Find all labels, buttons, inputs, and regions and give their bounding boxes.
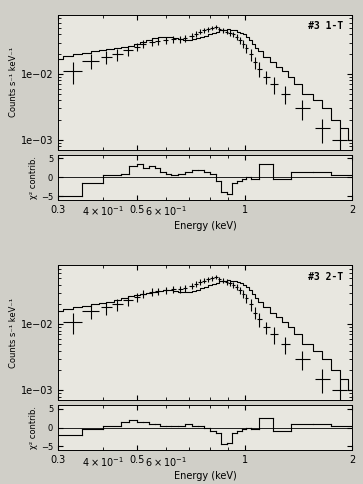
Y-axis label: Counts s⁻¹ keV⁻¹: Counts s⁻¹ keV⁻¹	[9, 47, 18, 118]
Y-axis label: χ² contrib.: χ² contrib.	[29, 406, 38, 449]
X-axis label: Energy (keV): Energy (keV)	[174, 471, 236, 482]
X-axis label: Energy (keV): Energy (keV)	[174, 221, 236, 231]
Y-axis label: χ² contrib.: χ² contrib.	[29, 156, 38, 199]
Text: #3 1-T: #3 1-T	[308, 21, 343, 31]
Text: #3 2-T: #3 2-T	[308, 272, 343, 282]
Y-axis label: Counts s⁻¹ keV⁻¹: Counts s⁻¹ keV⁻¹	[9, 298, 18, 368]
